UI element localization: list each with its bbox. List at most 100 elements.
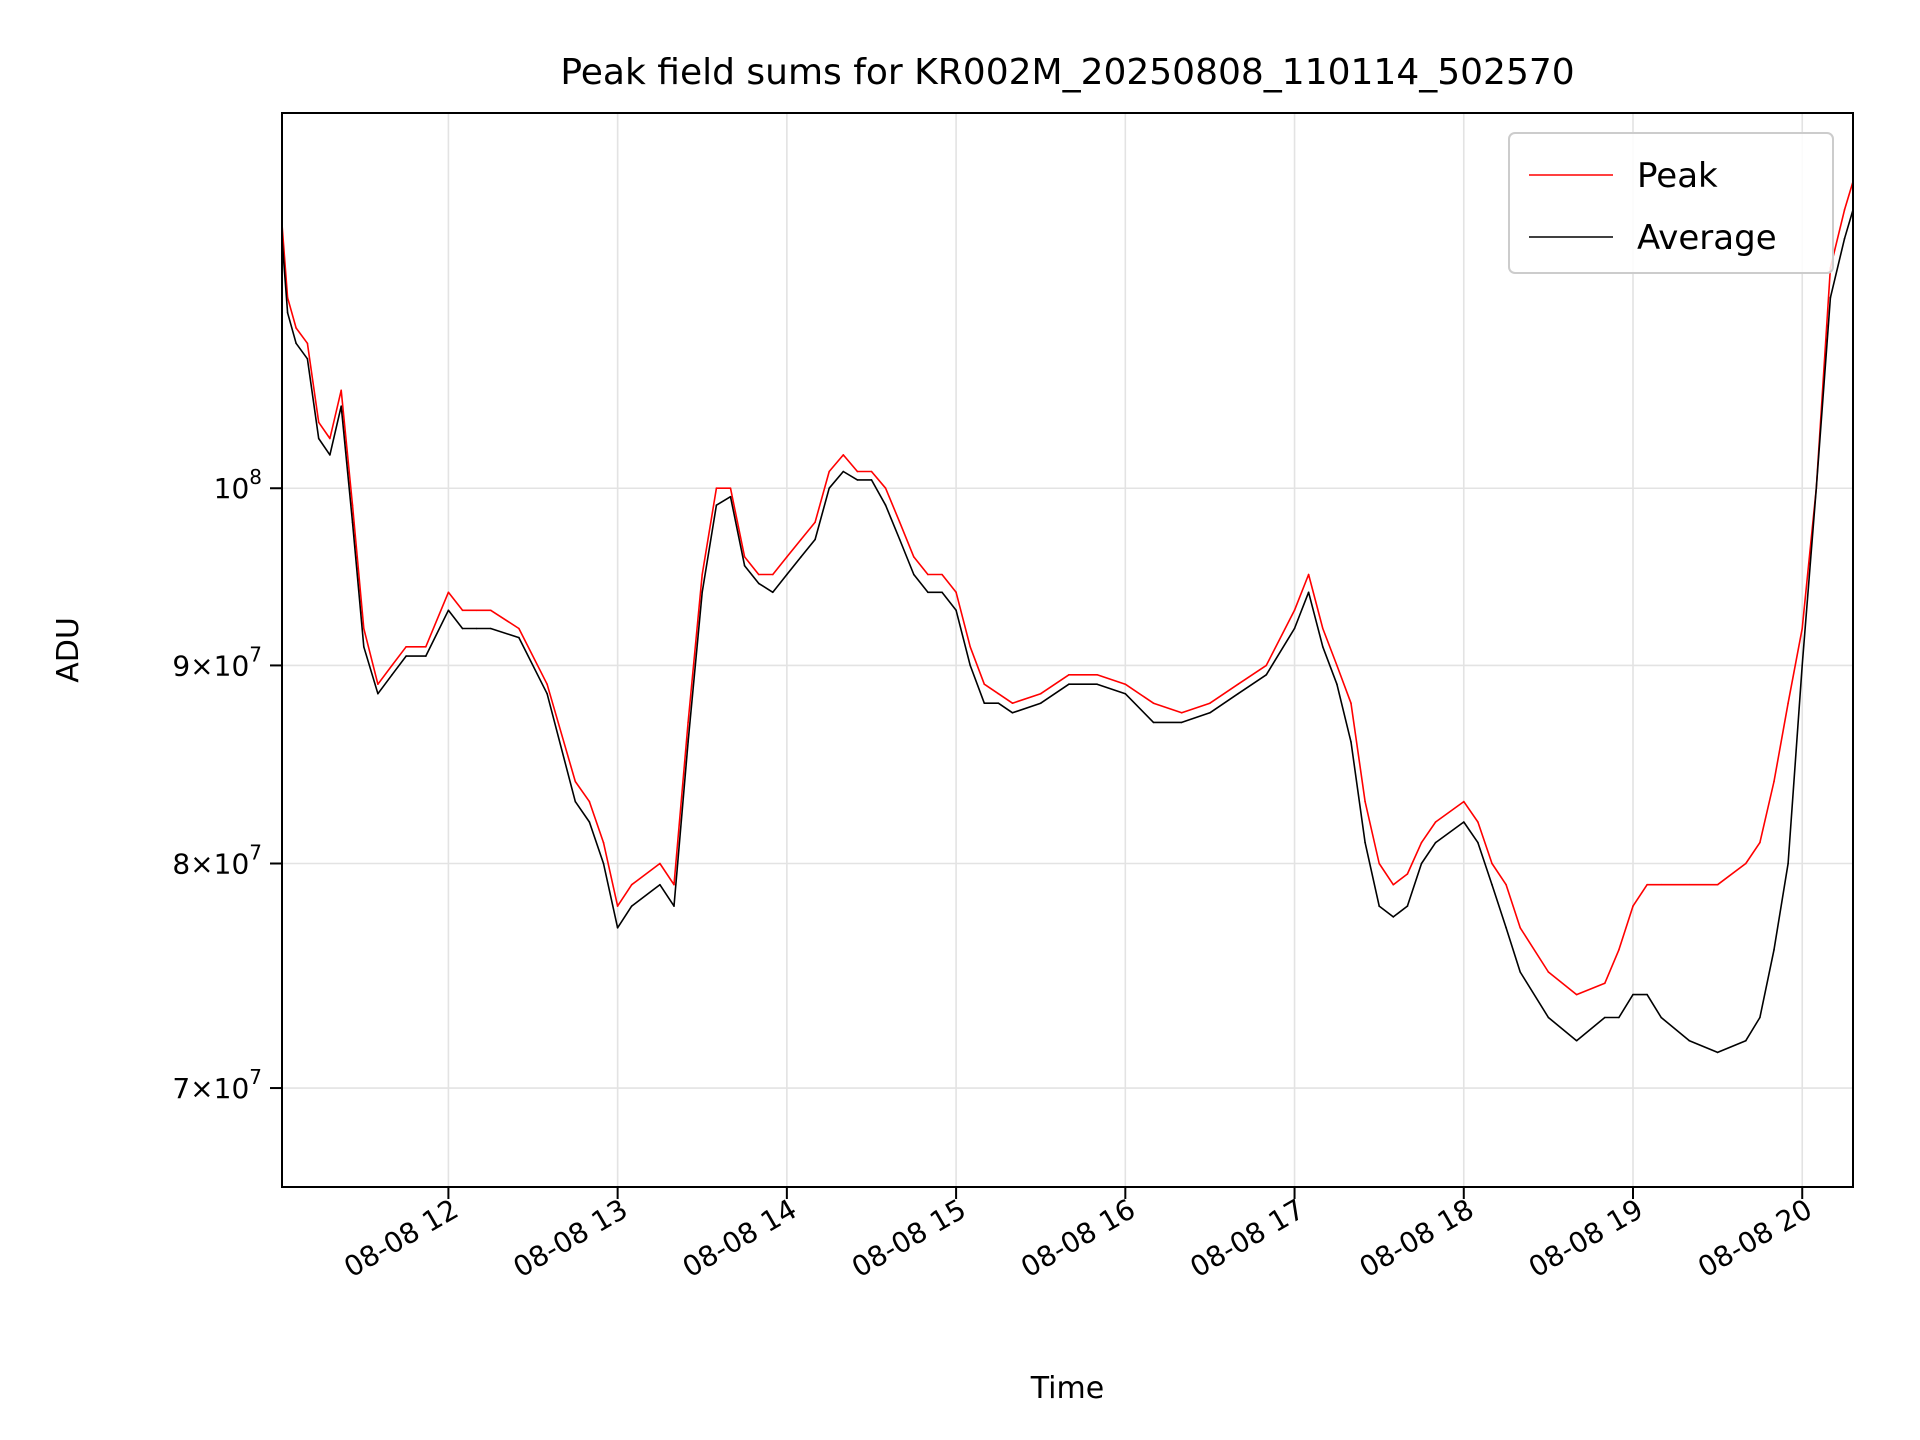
data-point-peak [800,538,802,541]
y-tick-label: 9×107 [172,642,262,682]
data-point-average [1477,841,1479,844]
data-point-peak [602,841,605,844]
data-point-average [814,538,816,541]
data-point-peak [1124,683,1127,685]
data-point-peak [1463,800,1465,803]
data-point-peak [1618,949,1620,951]
data-point-peak [1434,821,1437,823]
data-point-average [1787,862,1789,865]
data-point-average [941,591,943,594]
data-point-average [828,487,830,490]
data-point-average [673,905,675,907]
data-point-average [317,437,320,440]
data-point-peak [743,556,746,558]
data-point-peak [772,573,774,576]
data-point-average [1618,1016,1620,1019]
y-axis-label: ADU [51,617,86,683]
data-point-peak [518,627,520,630]
data-point-average [286,312,289,314]
data-point-average [518,636,520,639]
data-point-average [1322,646,1324,648]
data-point-average [1745,1039,1747,1042]
data-point-average [786,573,788,576]
data-point-average [1660,1016,1662,1019]
data-point-average [391,674,393,676]
data-point-peak [1209,702,1211,704]
data-point-peak [306,342,309,345]
data-point-average [884,504,887,507]
data-point-peak [630,883,633,886]
data-point-peak [814,521,816,523]
data-point-peak [1293,609,1296,612]
plot-frame [281,112,1854,1188]
data-point-peak [659,862,661,865]
data-point-average [870,479,873,481]
data-point-average [1307,591,1310,594]
data-point-peak [1364,800,1366,803]
data-point-average [1406,905,1409,907]
data-point-average [659,883,661,886]
data-point-peak [870,470,873,473]
data-point-average [447,609,450,612]
data-point-peak [425,646,427,648]
data-point-average [1392,916,1395,918]
data-point-peak [1575,993,1578,996]
data-point-average [1688,1039,1691,1042]
data-point-peak [489,609,492,612]
data-point-peak [317,421,320,424]
data-point-average [1180,721,1183,724]
data-point-average [1491,883,1493,886]
data-point-peak [715,487,718,490]
data-point-peak [1660,883,1662,886]
legend-box [1508,132,1834,274]
data-point-peak [363,627,365,630]
data-point-average [757,582,760,585]
data-point-peak [927,573,929,576]
data-point-average [461,627,464,630]
data-point-average [1420,862,1423,865]
data-point-peak [616,905,619,907]
data-point-average [1604,1016,1606,1019]
data-point-peak [1505,883,1507,886]
data-point-peak [842,454,845,456]
data-point-peak [1843,209,1846,211]
data-point-average [1265,674,1268,676]
series-layer [281,180,1854,1054]
data-point-average [1124,692,1127,695]
data-point-peak [1392,883,1395,886]
data-point-average [913,573,915,576]
data-point-peak [828,470,830,473]
data-point-peak [701,573,703,576]
y-tick-label: 8×107 [172,840,262,880]
data-point-peak [1068,674,1070,676]
data-point-peak [1759,841,1761,844]
data-point-average [377,692,379,695]
data-point-average [1547,1016,1550,1019]
data-point-average [1096,683,1098,685]
data-point-peak [729,487,732,490]
data-point-peak [1350,702,1352,704]
data-point-average [1350,741,1352,743]
data-point-average [475,627,478,630]
data-point-average [701,591,703,594]
data-point-peak [1773,780,1775,783]
data-point-average [1336,683,1338,685]
data-point-average [1039,702,1042,704]
data-point-average [1463,821,1465,823]
data-point-average [1378,905,1380,907]
data-point-peak [1322,627,1324,630]
data-point-average [306,358,309,360]
data-point-average [997,702,1000,704]
data-point-peak [1378,862,1380,865]
data-point-average [1209,712,1211,714]
data-point-average [743,564,746,567]
data-point-peak [1519,927,1521,929]
data-point-peak [461,609,464,612]
data-point-average [1519,971,1521,973]
data-point-average [329,454,331,456]
data-point-peak [340,389,343,392]
data-point-average [1843,237,1846,240]
y-tick-label: 108 [214,465,262,505]
data-point-average [363,646,365,648]
